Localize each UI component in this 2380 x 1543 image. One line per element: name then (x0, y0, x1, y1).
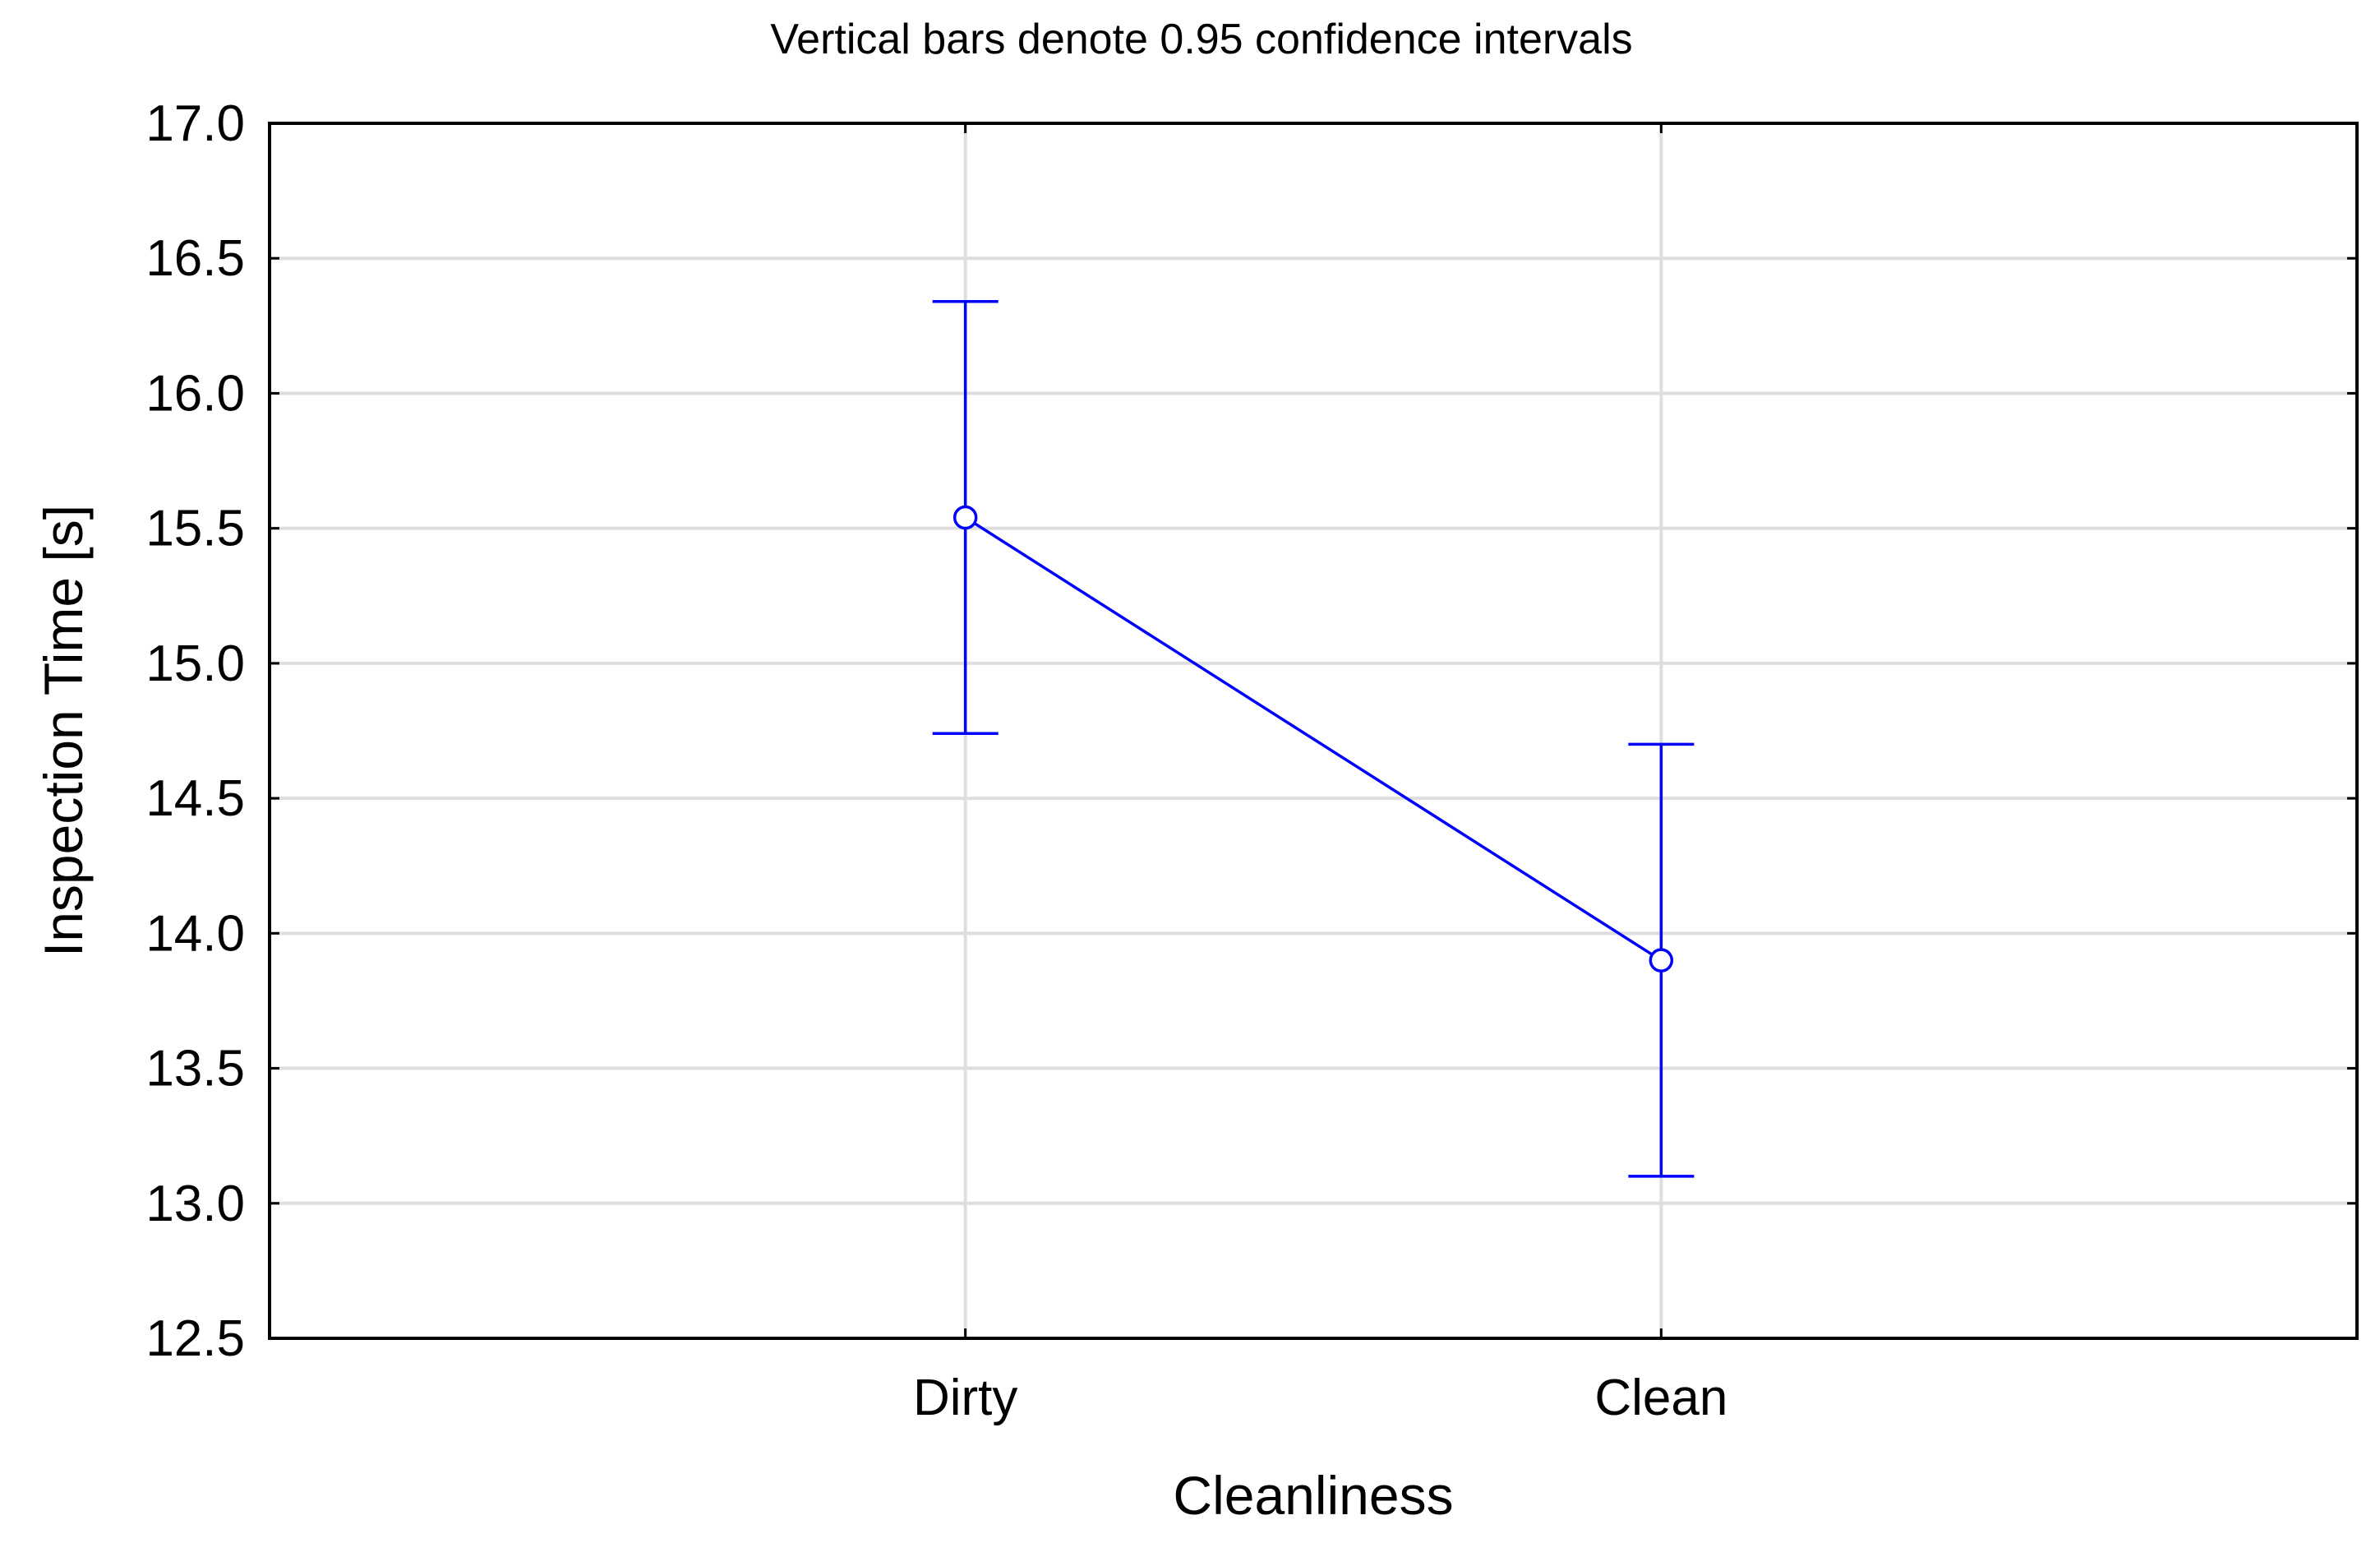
chart-subtitle: Vertical bars denote 0.95 confidence int… (770, 16, 1632, 63)
y-tick-label: 15.0 (145, 635, 245, 692)
data-point-marker (952, 505, 978, 530)
y-tick-label: 13.0 (145, 1176, 245, 1232)
plot-frame (268, 122, 2359, 1340)
y-tick-label: 17.0 (145, 95, 245, 152)
y-tick-label: 14.5 (145, 770, 245, 827)
x-tick-label: Clean (1594, 1370, 1727, 1426)
y-tick-label: 16.0 (145, 365, 245, 422)
y-tick-label: 13.5 (145, 1041, 245, 1097)
axis-ticks: 12.5 13.0 13.5 14.0 14.5 15.0 15.5 16.0 16.5 17.0… (145, 95, 2357, 1426)
data-point-marker (1649, 948, 1674, 972)
y-tick-label: 14.0 (145, 905, 245, 962)
y-axis-title: Inspection Time [s] (33, 505, 94, 957)
y-tick-label: 16.5 (145, 230, 245, 287)
x-tick-label: Dirty (913, 1370, 1017, 1426)
series-line (964, 516, 1663, 962)
x-axis-title: Cleanliness (1173, 1465, 1453, 1526)
y-tick-label: 15.5 (145, 501, 245, 557)
y-tick-label: 12.5 (145, 1310, 245, 1367)
data-layer (932, 300, 1695, 1178)
